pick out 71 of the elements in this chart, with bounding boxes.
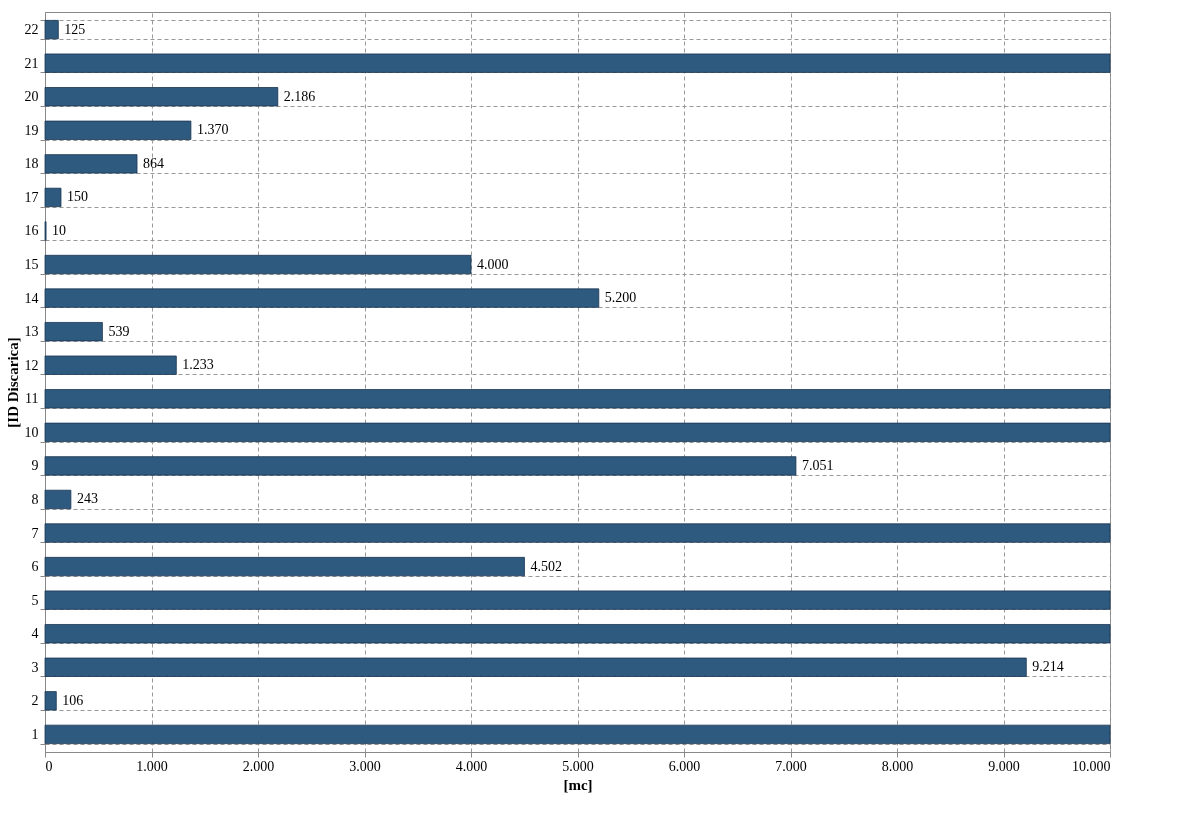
- x-tick-label: 2.000: [242, 758, 275, 774]
- y-tick-label: 12: [24, 357, 39, 373]
- x-tick-label: 0: [45, 758, 53, 774]
- data-label: 1.233: [182, 357, 214, 373]
- y-tick-label: 14: [24, 290, 39, 306]
- data-label: 9.214: [1032, 659, 1064, 675]
- bar: [44, 489, 72, 510]
- x-tick-label: 5.000: [562, 758, 594, 774]
- bar: [44, 187, 62, 208]
- y-tick-label: 5: [31, 592, 39, 608]
- bar: [44, 724, 1111, 745]
- bar: [44, 288, 600, 308]
- y-tick-label: 4: [31, 626, 39, 642]
- bar: [44, 523, 1111, 543]
- bar: [44, 355, 177, 375]
- data-label: 539: [108, 323, 130, 339]
- y-tick-label: 15: [24, 257, 39, 273]
- data-label: 125: [64, 21, 86, 37]
- bar: [44, 456, 797, 476]
- bar: [44, 53, 1111, 73]
- data-label: 5.200: [604, 290, 637, 306]
- y-tick-label: 10: [24, 424, 39, 440]
- bar: [44, 322, 103, 342]
- y-tick-label: 16: [24, 223, 39, 239]
- bar: [44, 389, 1111, 409]
- y-tick-label: 22: [24, 22, 39, 38]
- bar: [44, 19, 59, 40]
- x-tick-label: 4.000: [455, 758, 488, 774]
- x-tick-label: 10.000: [1072, 758, 1111, 774]
- x-tick-label: 8.000: [881, 758, 914, 774]
- y-tick-label: 13: [24, 324, 39, 340]
- y-tick-label: 11: [25, 391, 39, 407]
- data-label: 864: [143, 155, 165, 171]
- data-label: 2.186: [283, 88, 316, 104]
- bar: [44, 154, 138, 174]
- y-tick-label: 18: [24, 156, 39, 172]
- y-tick-label: 2: [31, 693, 39, 709]
- x-tick-label: 9.000: [988, 758, 1020, 774]
- y-tick-label: 20: [24, 89, 39, 105]
- data-label: 7.051: [801, 457, 834, 473]
- y-tick-label: 8: [31, 491, 39, 507]
- data-label: 1.370: [196, 122, 229, 138]
- bar: [44, 556, 525, 577]
- y-tick-label: 21: [24, 55, 39, 71]
- x-axis-title: [mc]: [563, 776, 593, 793]
- data-label: 106: [62, 692, 84, 708]
- bar: [44, 657, 1027, 677]
- data-label: 4.000: [477, 256, 509, 272]
- y-axis-title: [ID Discarica]: [4, 337, 21, 428]
- bar: [44, 691, 57, 711]
- y-tick-label: 17: [24, 189, 39, 205]
- x-tick-label: 6.000: [668, 758, 701, 774]
- bar: [44, 120, 192, 140]
- y-tick-label: 7: [31, 525, 39, 541]
- bar: [44, 590, 1111, 610]
- x-tick-label: 7.000: [775, 758, 807, 774]
- x-tick-label: 3.000: [349, 758, 381, 774]
- y-tick-label: 6: [31, 559, 39, 575]
- bar: [44, 254, 472, 275]
- data-label: 4.502: [530, 558, 562, 574]
- data-label: 10: [52, 222, 67, 238]
- x-tick-label: 1.000: [136, 758, 168, 774]
- y-tick-label: 3: [31, 659, 39, 675]
- y-tick-label: 19: [24, 122, 39, 138]
- data-label: 243: [76, 491, 98, 507]
- bar: [44, 87, 279, 107]
- y-tick-label: 9: [31, 458, 39, 474]
- data-label: 150: [66, 189, 88, 205]
- bar: [44, 624, 1111, 644]
- y-tick-label: 1: [31, 726, 39, 742]
- bar: [44, 422, 1111, 442]
